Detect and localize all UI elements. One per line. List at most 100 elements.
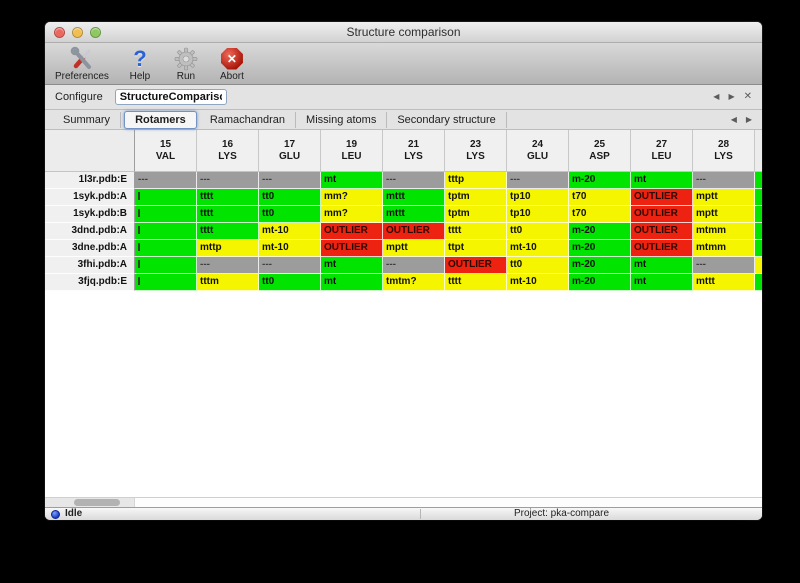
- rotamer-cell[interactable]: mttp: [197, 240, 259, 257]
- configure-name-input[interactable]: [114, 89, 227, 105]
- row-label[interactable]: 3dne.pdb:A: [45, 240, 135, 257]
- rotamer-cell[interactable]: m-20: [569, 240, 631, 257]
- rotamer-cell[interactable]: OUTLIER: [321, 240, 383, 257]
- rotamer-cell[interactable]: m-20: [569, 257, 631, 274]
- rotamer-cell[interactable]: mm?: [321, 189, 383, 206]
- tab-scroll-right-icon[interactable]: ▶: [745, 115, 752, 124]
- rotamer-cell[interactable]: t70: [569, 206, 631, 223]
- minimize-window-button[interactable]: [72, 27, 83, 38]
- column-header[interactable]: 21 LYS: [383, 130, 445, 172]
- rotamer-cell[interactable]: [135, 257, 197, 274]
- rotamer-cell[interactable]: tp10: [507, 206, 569, 223]
- tab-summary[interactable]: Summary: [53, 111, 122, 128]
- rotamer-cell[interactable]: mt: [321, 257, 383, 274]
- tab-ramachandran[interactable]: Ramachandran: [200, 111, 297, 128]
- rotamer-cell[interactable]: tt0: [259, 189, 321, 206]
- rotamer-cell[interactable]: tttt: [445, 223, 507, 240]
- rotamer-cell[interactable]: mptt: [693, 206, 755, 223]
- row-label[interactable]: 3dnd.pdb:A: [45, 223, 135, 240]
- rotamer-cell[interactable]: ---: [383, 257, 445, 274]
- rotamer-cell[interactable]: ttpt: [445, 240, 507, 257]
- column-header[interactable]: 27 LEU: [631, 130, 693, 172]
- rotamer-cell[interactable]: mptt: [693, 189, 755, 206]
- rotamer-cell[interactable]: mt-10: [259, 240, 321, 257]
- rotamer-cell[interactable]: [135, 206, 197, 223]
- rotamer-cell[interactable]: OUTLIER: [631, 240, 693, 257]
- row-label[interactable]: 1syk.pdb:A: [45, 189, 135, 206]
- tab-missing-atoms[interactable]: Missing atoms: [296, 111, 388, 128]
- rotamer-cell[interactable]: ---: [693, 172, 755, 189]
- rotamer-cell[interactable]: tttm: [197, 274, 259, 291]
- title-bar[interactable]: Structure comparison: [45, 22, 762, 43]
- rotamer-cell[interactable]: mt-10: [507, 274, 569, 291]
- rotamer-cell[interactable]: mtmm: [693, 240, 755, 257]
- rotamer-cell[interactable]: tt0: [507, 257, 569, 274]
- rotamer-cell[interactable]: mttt: [383, 206, 445, 223]
- rotamer-cell[interactable]: tttt: [197, 189, 259, 206]
- pane-back-icon[interactable]: ◀: [713, 92, 720, 101]
- rotamer-cell[interactable]: mm?: [321, 206, 383, 223]
- rotamer-cell[interactable]: [135, 189, 197, 206]
- rotamer-cell[interactable]: ---: [259, 257, 321, 274]
- rotamer-cell[interactable]: [135, 274, 197, 291]
- row-label[interactable]: 1l3r.pdb:E: [45, 172, 135, 189]
- rotamer-cell[interactable]: mt: [321, 274, 383, 291]
- pane-forward-icon[interactable]: ▶: [728, 92, 735, 101]
- rotamer-cell[interactable]: tttt: [197, 206, 259, 223]
- preferences-button[interactable]: Preferences: [55, 46, 109, 82]
- rotamer-cell[interactable]: [135, 223, 197, 240]
- column-header[interactable]: 19 LEU: [321, 130, 383, 172]
- rotamer-cell[interactable]: t70: [569, 189, 631, 206]
- rotamer-cell[interactable]: OUTLIER: [321, 223, 383, 240]
- row-label[interactable]: 1syk.pdb:B: [45, 206, 135, 223]
- rotamer-cell[interactable]: tmtm?: [383, 274, 445, 291]
- tab-secondary-structure[interactable]: Secondary structure: [387, 111, 507, 128]
- rotamer-cell[interactable]: mtmm: [693, 223, 755, 240]
- row-label[interactable]: 3fhi.pdb:A: [45, 257, 135, 274]
- rotamer-cell[interactable]: ---: [383, 172, 445, 189]
- scrollbar-thumb[interactable]: [74, 499, 120, 506]
- close-window-button[interactable]: [54, 27, 65, 38]
- pane-close-icon[interactable]: ✕: [743, 91, 752, 102]
- rotamer-cell[interactable]: tp10: [507, 189, 569, 206]
- rotamer-cell[interactable]: tttt: [445, 274, 507, 291]
- rotamer-cell[interactable]: tttp: [445, 172, 507, 189]
- rotamer-cell[interactable]: ---: [507, 172, 569, 189]
- rotamer-cell[interactable]: m-20: [569, 172, 631, 189]
- rotamer-cell[interactable]: tt0: [259, 206, 321, 223]
- rotamer-cell[interactable]: tttt: [197, 223, 259, 240]
- column-header[interactable]: 15 VAL: [135, 130, 197, 172]
- rotamer-cell[interactable]: tt0: [259, 274, 321, 291]
- rotamer-cell[interactable]: mttt: [693, 274, 755, 291]
- tab-rotamers[interactable]: Rotamers: [124, 110, 197, 129]
- column-header[interactable]: 16 LYS: [197, 130, 259, 172]
- rotamer-cell[interactable]: mt-10: [507, 240, 569, 257]
- column-header[interactable]: 17 GLU: [259, 130, 321, 172]
- rotamer-cell[interactable]: ---: [693, 257, 755, 274]
- rotamer-cell[interactable]: m-20: [569, 274, 631, 291]
- rotamer-cell[interactable]: mt-10: [259, 223, 321, 240]
- rotamer-cell[interactable]: tptm: [445, 189, 507, 206]
- rotamer-cell[interactable]: m-20: [569, 223, 631, 240]
- abort-button[interactable]: ✕ Abort: [217, 46, 247, 82]
- rotamer-cell[interactable]: tptm: [445, 206, 507, 223]
- rotamer-cell[interactable]: mt: [631, 172, 693, 189]
- rotamer-cell[interactable]: mptt: [383, 240, 445, 257]
- rotamer-cell[interactable]: mttt: [383, 189, 445, 206]
- column-header[interactable]: 23 LYS: [445, 130, 507, 172]
- tab-scroll-left-icon[interactable]: ◀: [730, 115, 737, 124]
- rotamer-cell[interactable]: tt0: [507, 223, 569, 240]
- rotamer-cell[interactable]: OUTLIER: [445, 257, 507, 274]
- rotamer-cell[interactable]: mt: [631, 257, 693, 274]
- scrollbar-track[interactable]: [45, 498, 135, 507]
- rotamer-cell[interactable]: ---: [135, 172, 197, 189]
- column-header[interactable]: 24 GLU: [507, 130, 569, 172]
- run-button[interactable]: Run: [171, 46, 201, 82]
- rotamer-cell[interactable]: OUTLIER: [631, 189, 693, 206]
- rotamer-cell[interactable]: OUTLIER: [631, 223, 693, 240]
- row-label[interactable]: 3fjq.pdb:E: [45, 274, 135, 291]
- rotamer-cell[interactable]: ---: [197, 257, 259, 274]
- rotamer-cell[interactable]: OUTLIER: [631, 206, 693, 223]
- help-button[interactable]: ? Help: [129, 45, 151, 82]
- rotamer-cell[interactable]: ---: [197, 172, 259, 189]
